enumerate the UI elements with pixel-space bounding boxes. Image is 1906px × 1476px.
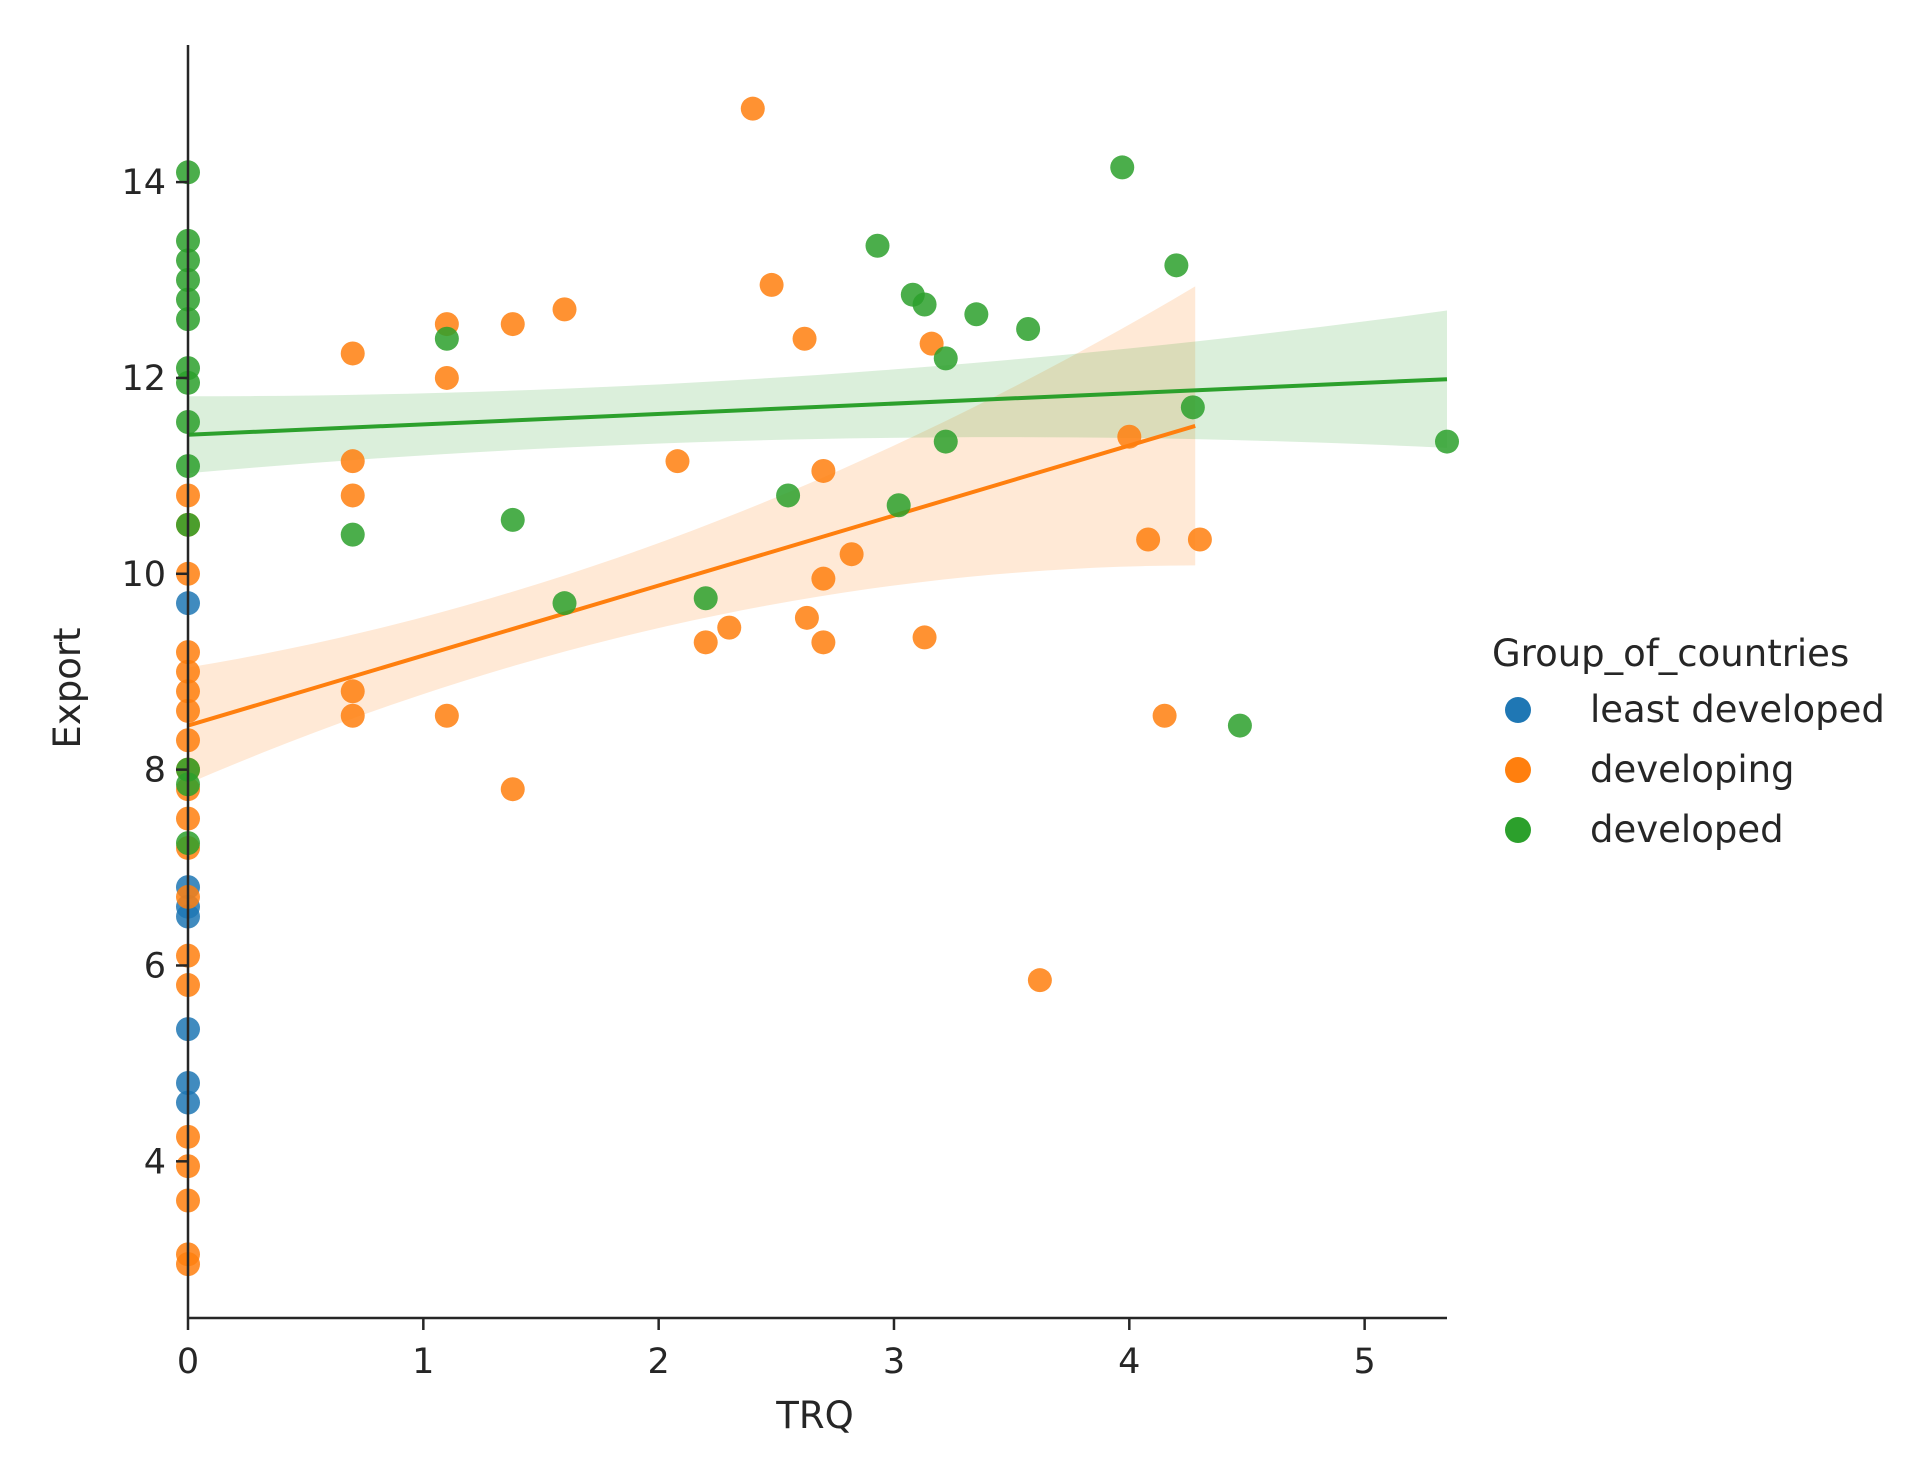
point-developed: [340, 522, 365, 547]
x-tick-label: 4: [1118, 1342, 1140, 1382]
y-tick-label: 4: [144, 1142, 166, 1182]
point-developing: [434, 365, 459, 390]
point-developing: [717, 615, 742, 640]
y-tick-label: 6: [144, 946, 166, 986]
point-developing: [340, 341, 365, 366]
point-developing: [693, 630, 718, 655]
point-developed: [1016, 316, 1041, 341]
point-developed: [964, 302, 989, 327]
point-developing: [794, 605, 819, 630]
point-developing: [811, 458, 836, 483]
point-developed: [912, 292, 937, 317]
legend-marker-least-developed: [1505, 697, 1531, 723]
point-developed: [500, 507, 525, 532]
point-developed: [1180, 395, 1205, 420]
point-developing: [759, 272, 784, 297]
x-axis-label: TRQ: [775, 1394, 853, 1437]
confidence-bands: [188, 286, 1447, 784]
point-developed: [933, 429, 958, 454]
legend-label-least-developed: least developed: [1590, 688, 1885, 731]
regression-lines: [187, 377, 1448, 728]
point-developing: [811, 566, 836, 591]
x-tick-label: 2: [648, 1342, 670, 1382]
point-developed: [1435, 429, 1459, 454]
regression-line-developing: [187, 423, 1196, 728]
regression-line-developed: [187, 377, 1448, 437]
point-developing: [340, 679, 365, 704]
y-tick-label: 8: [144, 751, 166, 791]
y-tick-label: 10: [121, 555, 166, 595]
point-developing: [500, 312, 525, 337]
point-developing: [792, 326, 817, 351]
x-tick-label: 3: [883, 1342, 905, 1382]
point-developing: [500, 777, 525, 802]
legend-marker-developing: [1505, 757, 1531, 783]
point-developed: [865, 233, 890, 258]
point-developed: [933, 346, 958, 371]
point-developing: [1117, 424, 1142, 449]
y-axis-label: Export: [46, 627, 89, 748]
point-developing: [1152, 703, 1177, 728]
point-developing: [340, 449, 365, 474]
legend-title: Group_of_countries: [1492, 632, 1849, 675]
confidence-band-developing: [188, 286, 1196, 784]
y-tick-label: 12: [121, 359, 166, 399]
x-tick-label: 5: [1353, 1342, 1375, 1382]
point-developed: [1110, 155, 1135, 180]
x-tick-label: 1: [412, 1342, 434, 1382]
point-developed: [1227, 713, 1252, 738]
point-developing: [340, 703, 365, 728]
point-developed: [693, 586, 718, 611]
point-developing: [340, 483, 365, 508]
point-developed: [776, 483, 801, 508]
point-developing: [434, 703, 459, 728]
point-developing: [811, 630, 836, 655]
point-developed: [1164, 253, 1189, 278]
y-tick-label: 14: [121, 163, 166, 203]
point-developing: [1136, 527, 1161, 552]
point-developed: [434, 326, 459, 351]
confidence-band-developed: [188, 310, 1447, 474]
legend: Group_of_countries least developed develo…: [1492, 632, 1885, 851]
x-tick-label: 0: [177, 1342, 199, 1382]
point-developing: [665, 449, 690, 474]
point-developing: [912, 625, 937, 650]
legend-label-developed: developed: [1590, 808, 1784, 851]
point-developing: [839, 542, 864, 567]
point-developed: [552, 591, 577, 616]
point-developed: [886, 493, 911, 518]
legend-marker-developed: [1505, 817, 1531, 843]
point-developing: [740, 96, 765, 121]
legend-label-developing: developing: [1590, 748, 1795, 791]
point-developing: [1027, 968, 1052, 993]
point-developing: [552, 297, 577, 322]
point-developing: [1187, 527, 1212, 552]
